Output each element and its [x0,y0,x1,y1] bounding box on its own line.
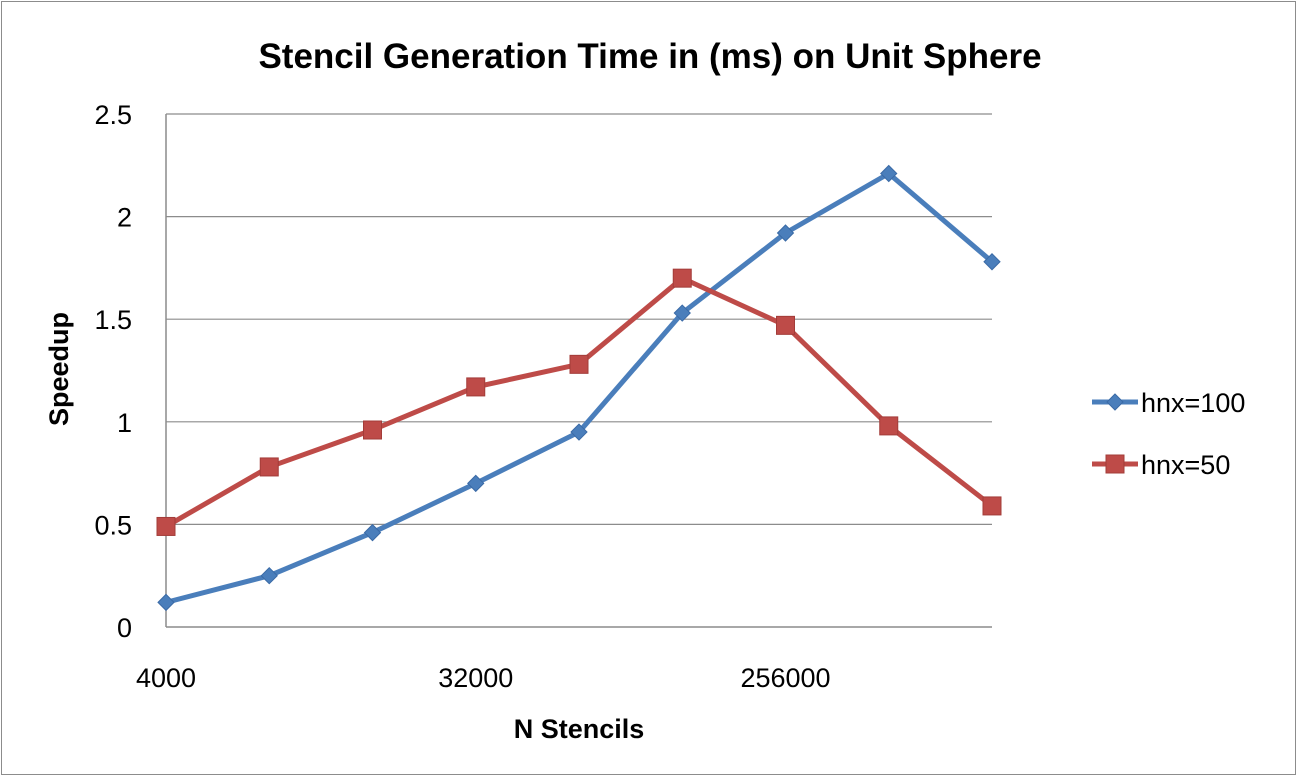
point-marker [1105,454,1125,474]
point-marker [1106,393,1124,411]
point-marker [157,593,175,612]
point-marker [879,416,899,436]
series-line [165,171,994,605]
grid-lines [166,113,992,526]
point-marker [260,566,278,585]
point-marker [363,523,382,542]
y-tick-labels: 0 0.5 1 1.5 2 2.5 [94,100,132,643]
y-tick-label: 1.5 [94,305,132,335]
point-marker [776,224,795,242]
legend-label: hnx=50 [1141,450,1230,480]
chart-title: Stencil Generation Time in (ms) on Unit … [258,37,1041,76]
point-marker [363,420,382,440]
x-axis-title: N Stencils [514,714,645,744]
y-axis-title: Speedup [44,312,74,426]
x-tick-labels: 4000 32000 256000 [136,663,831,693]
legend-item: hnx=50 [1092,450,1230,480]
series-1 [157,164,1001,612]
point-marker [672,268,692,288]
x-tick-label: 4000 [136,663,196,693]
x-tick-label: 256000 [740,663,830,693]
y-tick-label: 0 [117,613,132,643]
series-2 [156,268,1002,536]
x-tick-label: 32000 [438,663,513,693]
point-marker [776,315,795,335]
data-series [156,164,1002,612]
y-tick-label: 1 [117,408,132,438]
point-marker [570,423,588,441]
series-line [164,275,994,529]
point-marker [466,377,486,397]
point-marker [467,474,485,493]
legend-label: hnx=100 [1141,388,1245,418]
point-marker [983,253,1001,271]
point-marker [569,354,589,374]
y-tick-label: 2 [117,203,132,233]
point-marker [673,304,691,322]
point-marker [156,516,176,536]
point-marker [880,164,898,183]
point-marker [259,457,279,477]
point-marker [982,496,1002,516]
legend-item: hnx=100 [1092,388,1245,418]
axes [165,114,992,628]
legend: hnx=100 hnx=50 [1092,388,1245,480]
y-tick-label: 2.5 [94,100,132,130]
y-tick-label: 0.5 [94,510,132,540]
